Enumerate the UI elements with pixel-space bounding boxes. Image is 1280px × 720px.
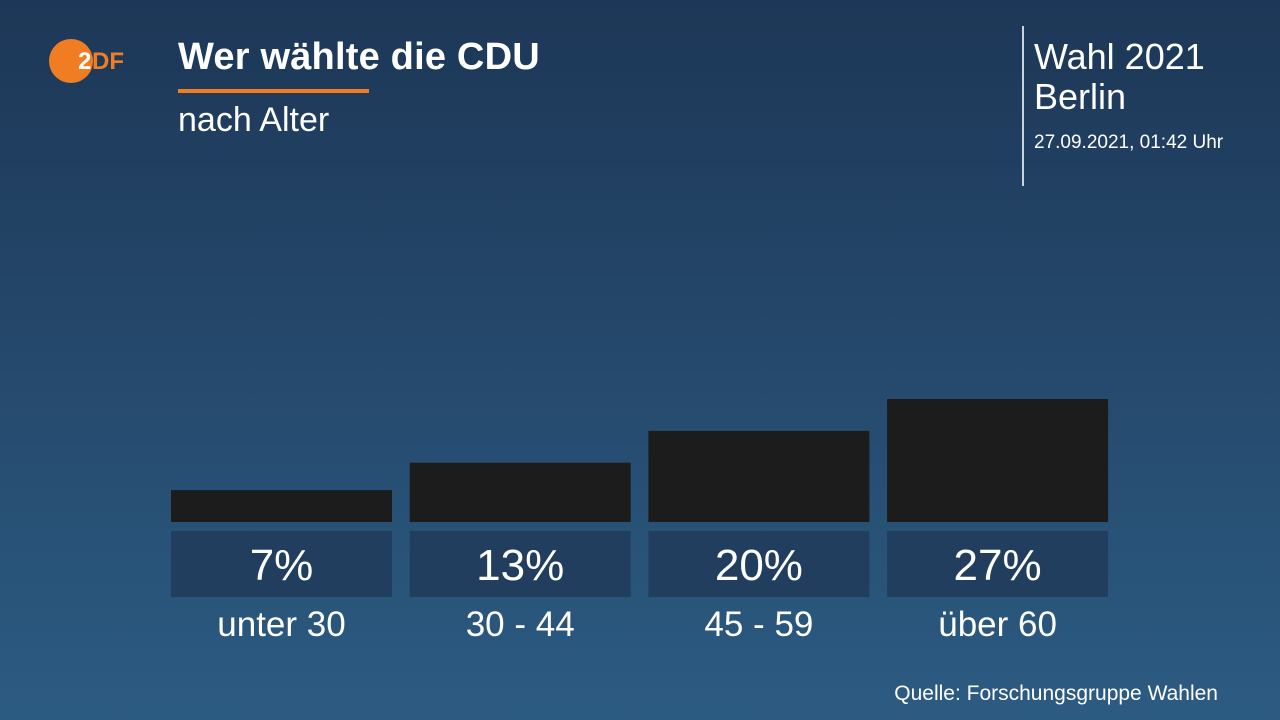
value-box-3 — [887, 531, 1109, 597]
value-label-1: 13% — [476, 541, 564, 590]
value-box-0 — [171, 531, 392, 597]
value-label-3: 27% — [954, 541, 1042, 590]
chart-title: Wer wählte die CDU — [178, 36, 540, 78]
source-note: Quelle: Forschungsgruppe Wahlen — [894, 682, 1218, 705]
bar-3 — [887, 399, 1109, 522]
logo-circle — [49, 39, 93, 83]
category-label-2: 45 - 59 — [704, 605, 813, 644]
category-label-3: über 60 — [938, 605, 1057, 644]
logo-text-left: 2 — [78, 48, 91, 75]
timestamp: 27.09.2021, 01:42 Uhr — [1034, 132, 1224, 153]
header-divider — [1022, 26, 1024, 186]
bar-1 — [409, 462, 631, 522]
bar-0 — [171, 490, 392, 522]
bar-2 — [648, 430, 870, 522]
chart-subtitle: nach Alter — [178, 101, 330, 139]
value-label-0: 7% — [250, 541, 314, 590]
category-label-1: 30 - 44 — [466, 605, 575, 644]
value-label-2: 20% — [715, 541, 803, 590]
logo-text-right: DF — [92, 48, 124, 75]
value-box-1 — [409, 531, 631, 597]
value-box-2 — [648, 531, 870, 597]
title-underline — [178, 89, 369, 93]
zdf-logo: 2 DF — [48, 38, 138, 84]
election-place: Berlin — [1034, 76, 1127, 117]
election-title: Wahl 2021 — [1034, 36, 1205, 77]
category-label-0: unter 30 — [217, 605, 345, 644]
